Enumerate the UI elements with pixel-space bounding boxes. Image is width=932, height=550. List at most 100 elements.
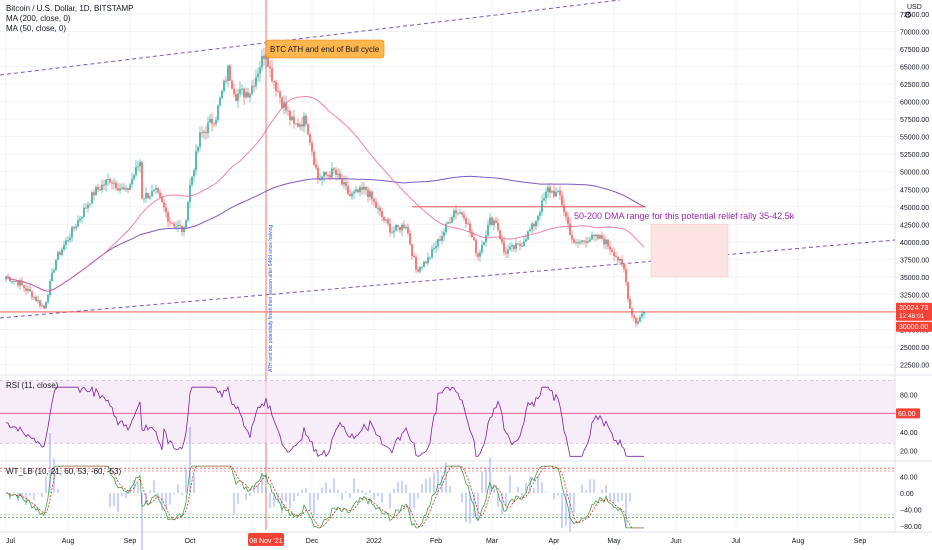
- candle: [555, 191, 557, 197]
- annotation-overlays: [0, 0, 896, 530]
- candle: [353, 191, 355, 194]
- candle: [629, 298, 631, 309]
- candle: [119, 188, 121, 191]
- wt-histogram-bar: [533, 488, 535, 493]
- candle: [425, 261, 427, 264]
- wt-pane: [0, 426, 895, 550]
- candle: [377, 207, 379, 209]
- wt-histogram-bar: [165, 492, 167, 509]
- candle: [503, 242, 505, 253]
- wt-tick-label: 40.00: [900, 474, 918, 481]
- wt-histogram-bar: [109, 492, 111, 508]
- wt-histogram-bar: [37, 492, 39, 494]
- rsi-legend[interactable]: RSI (11, close): [6, 381, 59, 390]
- settings-icon[interactable]: ⚙: [904, 10, 913, 20]
- candle: [375, 201, 377, 208]
- candle: [633, 315, 635, 318]
- level-price-badge: [896, 321, 932, 332]
- candle: [287, 110, 289, 112]
- candle: [531, 223, 533, 230]
- candle: [405, 226, 407, 229]
- last-price-label: 30024.73: [899, 305, 928, 312]
- cursor-date-label: 08 Nov '21: [249, 538, 282, 545]
- candle: [601, 235, 603, 239]
- candle: [523, 241, 525, 246]
- wt-histogram-bar: [601, 489, 603, 493]
- price-tick-label: 47500.00: [900, 187, 929, 194]
- candle: [223, 80, 225, 91]
- wt-histogram-bar: [269, 492, 271, 508]
- candle: [39, 300, 41, 307]
- candle: [73, 227, 75, 229]
- candle: [55, 259, 57, 270]
- candle: [391, 232, 393, 234]
- candle: [259, 67, 261, 74]
- candle: [373, 199, 375, 202]
- moving-averages: [5, 95, 645, 292]
- wt-legend[interactable]: WT_LB (10, 21, 60, 53, -60, -53): [6, 467, 122, 476]
- candle: [97, 187, 99, 190]
- candle: [295, 123, 297, 125]
- wt-tick-label: 0.00: [900, 491, 914, 498]
- candle: [179, 225, 181, 227]
- ma50-legend[interactable]: MA (50, close, 0): [6, 24, 67, 33]
- candle: [313, 151, 315, 165]
- wt-histogram-bar: [429, 477, 431, 493]
- candle: [539, 212, 541, 216]
- candle: [403, 224, 405, 229]
- ma200-legend[interactable]: MA (200, close, 0): [6, 14, 71, 23]
- vertical-note: ATH and btc potentially finish their sea…: [268, 225, 274, 372]
- candle: [525, 239, 527, 242]
- candle: [639, 316, 641, 322]
- wt-histogram-bar: [245, 492, 247, 500]
- candle: [193, 170, 195, 177]
- price-tick-label: 72500.00: [900, 12, 929, 19]
- symbol-title[interactable]: Bitcoin / U.S. Dollar, 1D, BITSTAMP: [6, 4, 134, 13]
- candle: [507, 249, 509, 254]
- candle: [345, 182, 347, 187]
- price-tick-label: 50000.00: [900, 170, 929, 177]
- candle: [607, 239, 609, 247]
- wt-histogram-bar: [257, 484, 259, 493]
- candle: [251, 86, 253, 94]
- candle: [103, 184, 105, 186]
- candle: [597, 234, 599, 239]
- candle: [497, 222, 499, 231]
- wt-histogram-bar: [397, 482, 399, 493]
- candle: [177, 225, 179, 227]
- wt-histogram-bar: [357, 488, 359, 493]
- wt-histogram-bar: [321, 487, 323, 493]
- candle: [511, 245, 513, 247]
- candle: [407, 226, 409, 234]
- candle: [45, 302, 47, 309]
- candle: [99, 189, 101, 191]
- rsi-level-badge: [896, 408, 920, 419]
- candle: [371, 191, 373, 200]
- candle: [635, 317, 637, 324]
- wt-histogram-bar: [617, 492, 619, 503]
- wt-histogram-bar: [505, 492, 507, 506]
- time-tick-label: 2022: [366, 538, 382, 545]
- wt-histogram-bar: [333, 478, 335, 493]
- wt-histogram-bar: [193, 475, 195, 493]
- candle: [387, 219, 389, 224]
- wt-histogram-bar: [289, 492, 291, 509]
- candle: [315, 164, 317, 168]
- wt-histogram-bar: [361, 490, 363, 493]
- price-tick-label: 62500.00: [900, 82, 929, 89]
- candle: [337, 173, 339, 175]
- candle: [341, 179, 343, 185]
- wt-histogram-bar: [481, 471, 483, 493]
- candle: [311, 142, 313, 152]
- candle: [467, 223, 469, 225]
- wt-histogram-bar: [421, 483, 423, 493]
- wt-histogram-bar: [317, 492, 319, 501]
- candle: [329, 175, 331, 178]
- wt-histogram-bar: [121, 492, 123, 497]
- candle: [29, 288, 31, 292]
- candle: [243, 88, 245, 98]
- candle: [325, 171, 327, 175]
- wt-histogram-bar: [57, 489, 59, 493]
- candle: [83, 207, 85, 217]
